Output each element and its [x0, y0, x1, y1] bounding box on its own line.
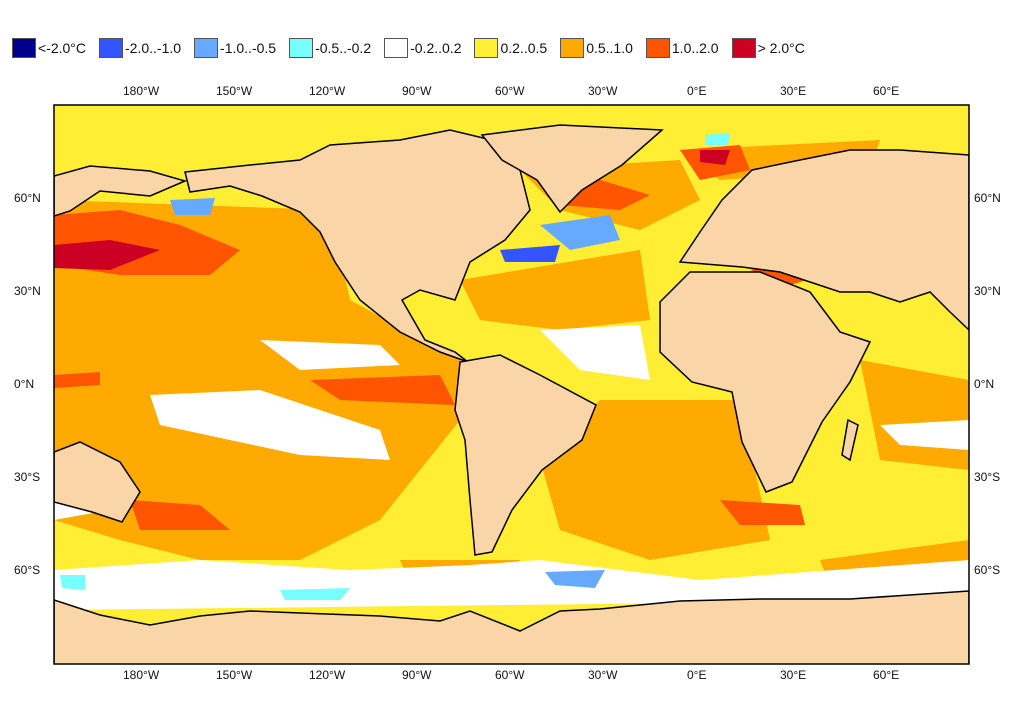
legend-item: <-2.0°C: [12, 38, 86, 58]
legend-swatch: [645, 38, 670, 58]
lat-tick-left: 30°S: [14, 470, 41, 484]
lon-tick-bottom: 180°W: [123, 668, 160, 682]
lon-tick-top: 60°W: [495, 84, 525, 98]
map-frame: [53, 104, 970, 665]
lon-tick-top: 90°W: [402, 84, 432, 98]
eurasia: [678, 149, 969, 332]
land: [54, 124, 969, 664]
lat-tick-right: 60°S: [974, 563, 1001, 577]
lat-tick-right: 30°S: [974, 470, 1001, 484]
lon-tick-top: 150°W: [216, 84, 253, 98]
lon-tick-top: 0°E: [687, 84, 707, 98]
madagascar: [841, 418, 859, 462]
lat-tick-left: 0°N: [14, 377, 35, 391]
legend-item: -2.0..-1.0: [99, 38, 181, 58]
legend-label: -0.5..-0.2: [315, 40, 372, 56]
lon-tick-top: 180°W: [123, 84, 160, 98]
legend-label: -0.2..0.2: [410, 40, 462, 56]
lon-tick-bottom: 60°W: [495, 668, 525, 682]
lon-tick-bottom: 30°W: [588, 668, 618, 682]
lon-tick-bottom: 120°W: [309, 668, 346, 682]
lat-tick-left: 30°N: [14, 284, 41, 298]
lon-tick-bottom: 150°W: [216, 668, 253, 682]
lat-tick-right: 0°N: [974, 377, 995, 391]
legend-swatch: [99, 38, 124, 58]
lon-tick-top: 120°W: [309, 84, 346, 98]
lon-tick-bottom: 0°E: [687, 668, 707, 682]
legend-label: 0.2..0.5: [500, 40, 548, 56]
anomaly-gt-2.0: [54, 150, 730, 270]
legend-item: 0.2..0.5: [474, 38, 547, 58]
legend-label: <-2.0°C: [38, 40, 87, 56]
south-america: [454, 354, 597, 556]
lon-tick-top: 30°E: [780, 84, 807, 98]
africa: [659, 271, 872, 493]
north-america: [184, 129, 531, 363]
anomaly-negative: [60, 133, 730, 600]
lon-tick-bottom: 90°W: [402, 668, 432, 682]
anomaly-neutral: [54, 325, 969, 610]
lon-tick-bottom: 30°E: [780, 668, 807, 682]
legend-item: -1.0..-0.5: [194, 38, 276, 58]
legend-swatch: [194, 38, 219, 58]
anomaly-0.5-1.0: [54, 140, 969, 605]
antarctica: [54, 590, 969, 664]
legend: <-2.0°C -2.0..-1.0 -1.0..-0.5 -0.5..-0.2 -0.…: [12, 38, 818, 58]
legend-swatch: [731, 38, 756, 58]
legend-swatch: [560, 38, 585, 58]
lat-tick-right: 60°N: [974, 191, 1001, 205]
legend-swatch: [12, 38, 36, 58]
lon-tick-top: 30°W: [588, 84, 618, 98]
northeast-asia: [54, 165, 188, 217]
legend-label: 1.0..2.0: [671, 40, 719, 56]
australia: [54, 441, 141, 523]
lat-tick-left: 60°S: [14, 563, 41, 577]
legend-item: 0.5..1.0: [560, 38, 633, 58]
legend-item: -0.5..-0.2: [289, 38, 371, 58]
legend-item: 1.0..2.0: [645, 38, 719, 58]
lon-tick-top: 60°E: [873, 84, 900, 98]
legend-swatch: [384, 38, 409, 58]
legend-item: -0.2..0.2: [384, 38, 461, 58]
legend-swatch: [474, 38, 499, 58]
legend-item: > 2.0°C: [731, 38, 805, 58]
lat-tick-left: 60°N: [14, 191, 41, 205]
legend-label: 0.5..1.0: [586, 40, 633, 56]
legend-label: -1.0..-0.5: [220, 40, 277, 56]
lon-tick-bottom: 60°E: [873, 668, 900, 682]
legend-label: > 2.0°C: [757, 40, 805, 56]
lat-tick-right: 30°N: [974, 284, 1001, 298]
legend-swatch: [289, 38, 314, 58]
greenland: [480, 124, 664, 214]
legend-label: -2.0..-1.0: [125, 40, 182, 56]
